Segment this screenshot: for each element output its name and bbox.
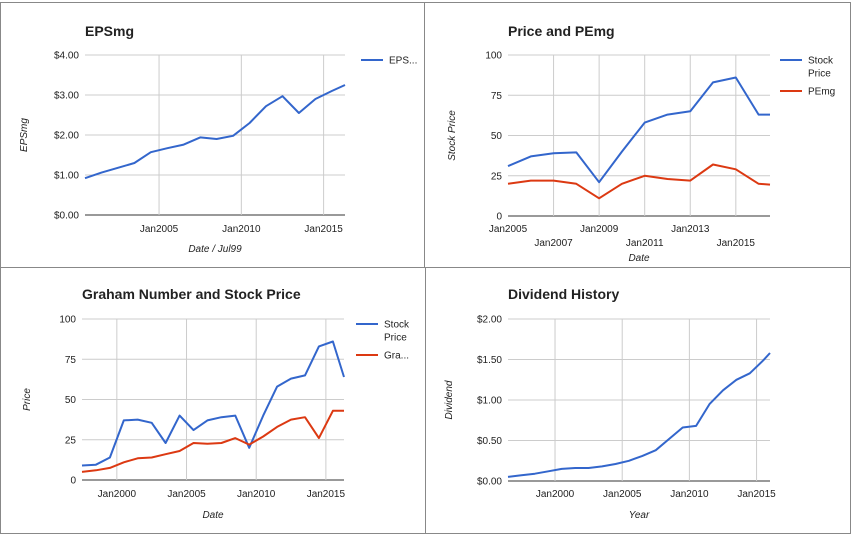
y-axis-title: EPSmg (19, 118, 30, 152)
panel-graham-frame (0, 267, 426, 534)
x-tick-label: Jan2005 (603, 489, 642, 500)
legend-label: Stock Price (384, 320, 410, 344)
eps-chart: EPSmg $0.00 $1.00 $2.00 $3.00 $4.00 Jan2005 Jan… (19, 23, 417, 255)
x-tick-label: Jan2009 (580, 224, 619, 235)
dividend-chart: Dividend History $0.00 $0.50 $1.00 $1.50 $2.0… (444, 286, 776, 521)
x-tick-label: Jan2015 (304, 224, 343, 235)
x-axis-title: Date / Jul99 (188, 244, 242, 255)
x-tick-label: Jan2010 (670, 489, 709, 500)
series-line-0 (507, 76, 770, 184)
series-line-0 (84, 84, 346, 180)
y-tick-label: $2.00 (54, 131, 79, 142)
chart-title: EPSmg (85, 23, 134, 39)
chart-title: Dividend History (508, 286, 619, 302)
series-line-1 (507, 163, 771, 200)
x-tick-label: Jan2015 (307, 489, 346, 500)
legend-label: Stock Price (808, 56, 834, 80)
y-tick-label: 50 (65, 395, 77, 406)
x-axis-title: Date (628, 253, 650, 264)
legend-label: PEmg (808, 87, 835, 98)
y-axis-title: Price (22, 388, 33, 411)
graham-chart: Graham Number and Stock Price 0 25 50 75 100 J… (22, 286, 410, 521)
x-tick-label: Jan2005 (167, 489, 206, 500)
series-line-0 (507, 352, 771, 478)
x-tick-label: Jan2005 (140, 224, 179, 235)
x-tick-label: Jan2000 (98, 489, 137, 500)
price-pe-chart: Price and PEmg 0 25 50 75 100 Jan2005 Jan2007 Ja… (447, 23, 835, 264)
y-tick-label: $1.50 (477, 355, 502, 366)
x-tick-label: Jan2015 (737, 489, 776, 500)
y-tick-label: $0.00 (54, 211, 79, 222)
legend-label: EPS... (389, 56, 417, 67)
series-line-1 (81, 409, 344, 473)
y-tick-label: $0.00 (477, 477, 502, 488)
x-axis-title: Date (202, 510, 224, 521)
x-tick-label: Jan2013 (671, 224, 710, 235)
y-tick-label: 100 (485, 51, 502, 62)
series-line-0 (81, 340, 345, 467)
y-axis-title: Stock Price (447, 110, 458, 161)
y-tick-label: 100 (59, 315, 76, 326)
x-tick-label: Jan2005 (489, 224, 528, 235)
x-tick-label: Jan2011 (626, 238, 664, 249)
y-tick-label: 0 (496, 212, 502, 223)
legend-label: Gra... (384, 351, 409, 362)
y-tick-label: 75 (65, 355, 77, 366)
y-tick-label: $2.00 (477, 315, 502, 326)
y-tick-label: 25 (65, 435, 77, 446)
chart-title: Graham Number and Stock Price (82, 286, 301, 302)
y-tick-label: 75 (491, 91, 503, 102)
y-tick-label: $0.50 (477, 436, 502, 447)
x-tick-label: Jan2010 (222, 224, 261, 235)
y-tick-label: 0 (70, 476, 76, 487)
x-tick-label: Jan2015 (717, 238, 756, 249)
y-tick-label: 25 (491, 171, 503, 182)
y-tick-label: 50 (491, 131, 503, 142)
y-tick-label: $4.00 (54, 51, 79, 62)
x-tick-label: Jan2007 (534, 238, 573, 249)
y-tick-label: $3.00 (54, 91, 79, 102)
y-tick-label: $1.00 (54, 171, 79, 182)
chart-title: Price and PEmg (508, 23, 615, 39)
x-tick-label: Jan2000 (536, 489, 575, 500)
y-tick-label: $1.00 (477, 396, 502, 407)
x-axis-title: Year (629, 510, 650, 521)
y-axis-title: Dividend (444, 380, 455, 419)
x-tick-label: Jan2010 (237, 489, 276, 500)
